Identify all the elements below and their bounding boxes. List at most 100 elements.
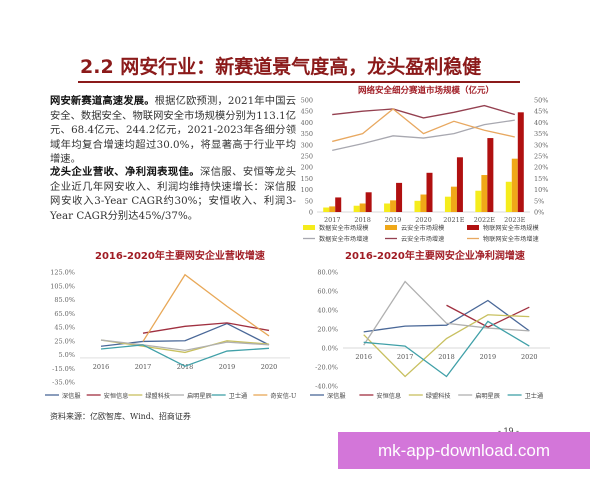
legend-label: 绿盟科技: [426, 392, 451, 400]
y-tick-label: 25.0%: [54, 337, 75, 345]
y-tick-label: 45.0%: [54, 324, 75, 332]
series-line: [100, 339, 270, 354]
y2-tick-label: 10%: [534, 186, 548, 194]
x-tick-label: 2017: [397, 353, 414, 361]
bar: [359, 203, 366, 212]
y-tick-label: 105.0%: [50, 282, 75, 290]
y-tick-label: 65.0%: [54, 310, 75, 318]
legend-swatch: [385, 225, 397, 230]
x-tick-label: 2017: [135, 363, 152, 371]
series-line: [100, 344, 270, 367]
bar: [420, 194, 427, 212]
series-line: [332, 104, 515, 119]
series-line: [446, 304, 530, 328]
y-tick-label: -40.0%: [315, 383, 338, 391]
source-note: 资料来源：亿欧智库、Wind、招商证券: [50, 412, 191, 421]
x-tick-label: 2019: [219, 363, 236, 371]
bar: [396, 182, 403, 212]
bar: [335, 197, 342, 212]
x-tick-label: 2020: [261, 363, 278, 371]
bar: [329, 206, 336, 212]
y-tick-label: 150: [301, 175, 313, 183]
y2-tick-label: 15%: [534, 175, 548, 183]
legend-label: 卫士通: [229, 392, 248, 400]
legend-label: 物联网安全市场增速: [483, 235, 539, 243]
legend-label: 启明星辰: [475, 392, 500, 400]
paragraph-leaders: 龙头企业营收、净利润表现佳。深信服、安恒等龙头企业近几年网安收入、利润均维持快速…: [50, 165, 296, 223]
chart-title: 2016-2020年主要网安企业营收增速: [95, 251, 265, 262]
y2-tick-label: 45%: [534, 108, 548, 116]
paragraph-heading: 龙头企业营收、净利润表现佳。: [50, 166, 200, 178]
bar: [444, 196, 451, 212]
y-tick-label: 400: [301, 119, 313, 127]
bar: [481, 175, 488, 212]
x-tick-label: 2021E: [443, 216, 465, 224]
y2-tick-label: 0%: [534, 209, 544, 217]
bar: [511, 158, 518, 212]
profit-growth-chart: 80.0% 60.0% 40.0% 20.0% 0.0% -20.0% -40.0% 2016…: [310, 269, 550, 400]
legend-label: 深信服: [327, 392, 346, 400]
y2-tick-label: 50%: [534, 97, 548, 105]
x-tick-label: 2016: [93, 363, 110, 371]
x-tick-label: 2018: [438, 353, 455, 361]
y2-tick-label: 35%: [534, 130, 548, 138]
legend-label: 数据安全市场规模: [319, 224, 369, 232]
legend-swatch: [303, 225, 315, 230]
bar: [414, 200, 421, 212]
y2-tick-label: 30%: [534, 141, 548, 149]
legend-label: 云安全市场增速: [401, 235, 444, 243]
legend-label: 奇安信-U: [270, 392, 296, 400]
legend-label: 安恒信息: [104, 392, 129, 400]
x-tick-label: 2016: [355, 353, 372, 361]
x-tick-label: 2023E: [504, 216, 526, 224]
series-line: [142, 322, 270, 334]
x-tick-label: 2019: [480, 353, 497, 361]
y2-tick-label: 40%: [534, 119, 548, 127]
x-tick-label: 2020: [521, 353, 538, 361]
chart-title: 2016-2020年主要网安企业净利润增速: [345, 251, 525, 262]
y-tick-label: 350: [301, 130, 313, 138]
y-tick-label: 0: [309, 209, 313, 217]
y-tick-label: 40.0%: [317, 307, 338, 315]
y2-tick-label: 5%: [534, 197, 544, 205]
legend-label: 启明星辰: [187, 392, 212, 400]
paragraph-heading: 网安新赛道高速发展。: [50, 95, 155, 107]
y-tick-label: -20.0%: [315, 364, 338, 372]
watermark-banner: mk-app-download.com: [338, 432, 590, 469]
legend-swatch: [467, 225, 479, 230]
legend-label: 数据安全市场增速: [319, 235, 369, 243]
bar: [475, 190, 482, 212]
bar: [384, 203, 391, 212]
bar: [323, 207, 330, 212]
title-underline: [78, 81, 520, 83]
y-tick-label: 5.0%: [58, 351, 75, 359]
bar: [505, 181, 512, 212]
y-tick-label: 85.0%: [54, 296, 75, 304]
revenue-growth-chart: 125.0% 105.0% 85.0% 65.0% 45.0% 25.0% 5.0% -15.…: [45, 269, 296, 400]
y-tick-label: 20.0%: [317, 326, 338, 334]
y-tick-label: 450: [301, 108, 313, 116]
x-tick-label: 2017: [324, 216, 341, 224]
series-line: [142, 273, 270, 342]
y-tick-label: 125.0%: [50, 269, 75, 277]
x-tick-label: 2020: [415, 216, 432, 224]
y-tick-label: 100: [301, 186, 313, 194]
legend-label: 安恒信息: [376, 392, 401, 400]
y-tick-label: 250: [301, 153, 313, 161]
page-number: - 19 -: [498, 426, 520, 436]
chart-title: 网络安全细分赛道市场规模（亿元）: [358, 86, 495, 96]
bar: [487, 138, 494, 212]
bar: [365, 192, 372, 212]
bar: [390, 200, 397, 212]
legend-label: 卫士通: [525, 392, 544, 400]
x-tick-label: 2018: [177, 363, 194, 371]
series-line: [363, 314, 530, 378]
y-tick-label: 60.0%: [317, 288, 338, 296]
series-line: [363, 299, 530, 333]
y2-tick-label: 25%: [534, 153, 548, 161]
series-line: [332, 108, 515, 143]
y-tick-label: 500: [301, 97, 313, 105]
series-line: [363, 320, 530, 378]
market-size-chart: 0 50 100 150 200 250 300 350 400 450 500 0% 5% 10% 15%…: [301, 97, 549, 244]
bar: [426, 172, 433, 212]
